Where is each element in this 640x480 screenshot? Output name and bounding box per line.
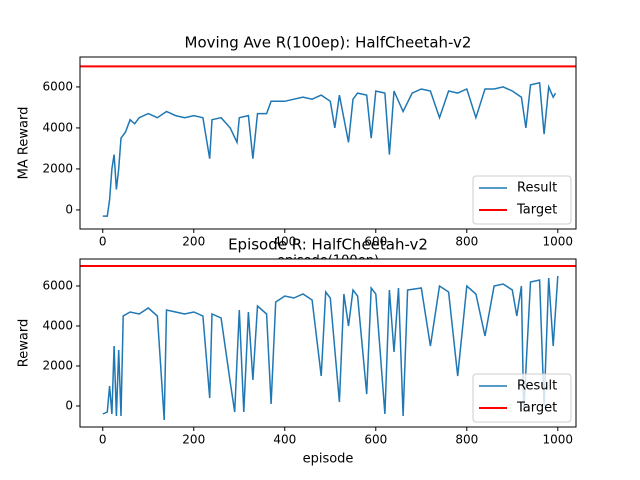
- x-tick-label: 200: [182, 433, 205, 447]
- x-tick-label: 0: [99, 235, 107, 249]
- axes-frame: [79, 56, 577, 230]
- axes-frame: [79, 258, 577, 428]
- legend: Result Target: [472, 373, 572, 423]
- x-tick-label: 600: [364, 235, 387, 249]
- y-tick-label: 0: [65, 202, 73, 216]
- x-tick-label: 400: [273, 235, 296, 249]
- y-tick-label: 2000: [42, 359, 73, 373]
- x-tick-label: 1000: [543, 235, 574, 249]
- x-tick-label: 200: [182, 235, 205, 249]
- legend-label: Result: [517, 181, 557, 196]
- legend-label: Target: [516, 401, 557, 416]
- legend-label: Target: [516, 203, 557, 218]
- x-axis-label: episode: [303, 452, 354, 467]
- y-tick-label: 6000: [42, 79, 73, 93]
- chart-title: Moving Ave R(100ep): HalfCheetah-v2: [185, 34, 472, 52]
- x-tick-label: 600: [364, 433, 387, 447]
- y-tick-label: 6000: [42, 279, 73, 293]
- x-tick-label: 400: [273, 433, 296, 447]
- x-tick-label: 0: [99, 433, 107, 447]
- y-axis-label: MA Reward: [17, 107, 32, 180]
- legend-label: Result: [517, 379, 557, 394]
- subplot: 0 200 400 600 800 1000 0 2000 4000 6000 Moving Ave…: [17, 34, 577, 249]
- y-tick-label: 2000: [42, 161, 73, 175]
- y-tick-label: 0: [65, 399, 73, 413]
- y-axis-label: Reward: [17, 319, 32, 367]
- x-tick-label: 1000: [543, 433, 574, 447]
- data-line: [102, 275, 559, 421]
- data-line: [102, 81, 557, 217]
- y-tick-label: 4000: [42, 120, 73, 134]
- chart-title: Episode R: HalfCheetah-v2: [228, 236, 428, 254]
- y-tick-label: 4000: [42, 319, 73, 333]
- x-tick-label: 800: [455, 235, 478, 249]
- x-tick-label: 800: [455, 433, 478, 447]
- legend: Result Target: [472, 175, 572, 225]
